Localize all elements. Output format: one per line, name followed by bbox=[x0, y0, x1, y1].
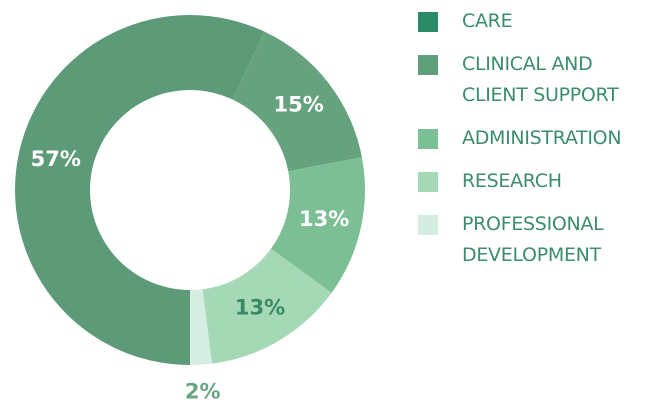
legend-swatch bbox=[418, 129, 438, 149]
donut-slice bbox=[270, 157, 366, 293]
legend-item: PROFESSIONAL DEVELOPMENT bbox=[418, 209, 659, 271]
legend-item: ADMINISTRATION bbox=[418, 123, 659, 154]
donut-slice bbox=[202, 248, 332, 364]
legend-label: CARE bbox=[462, 10, 513, 32]
legend-item: CARE bbox=[418, 6, 659, 37]
donut-slice bbox=[190, 289, 212, 365]
slice-label: 13% bbox=[235, 295, 285, 319]
legend-item: CLINICAL AND CLIENT SUPPORT bbox=[418, 49, 659, 111]
slice-label: 15% bbox=[274, 93, 324, 117]
legend-swatch bbox=[418, 172, 438, 192]
donut-slice bbox=[14, 14, 265, 365]
slice-label: 57% bbox=[31, 147, 81, 171]
legend-label: ADMINISTRATION bbox=[462, 127, 622, 149]
legend: CARE CLINICAL AND CLIENT SUPPORT ADMINISTR… bbox=[418, 6, 659, 271]
legend-swatch bbox=[418, 55, 438, 75]
legend-swatch bbox=[418, 215, 438, 235]
slice-label: 2% bbox=[185, 380, 221, 404]
legend-swatch bbox=[418, 12, 438, 32]
donut-slice bbox=[232, 31, 362, 172]
legend-label: CLINICAL AND CLIENT SUPPORT bbox=[462, 53, 619, 106]
legend-label: PROFESSIONAL DEVELOPMENT bbox=[462, 213, 604, 266]
chart: 57% 15% 13% 13% 2% bbox=[14, 14, 366, 404]
slice-label: 13% bbox=[299, 207, 349, 231]
legend-label: RESEARCH bbox=[462, 170, 562, 192]
legend-item: RESEARCH bbox=[418, 166, 659, 197]
